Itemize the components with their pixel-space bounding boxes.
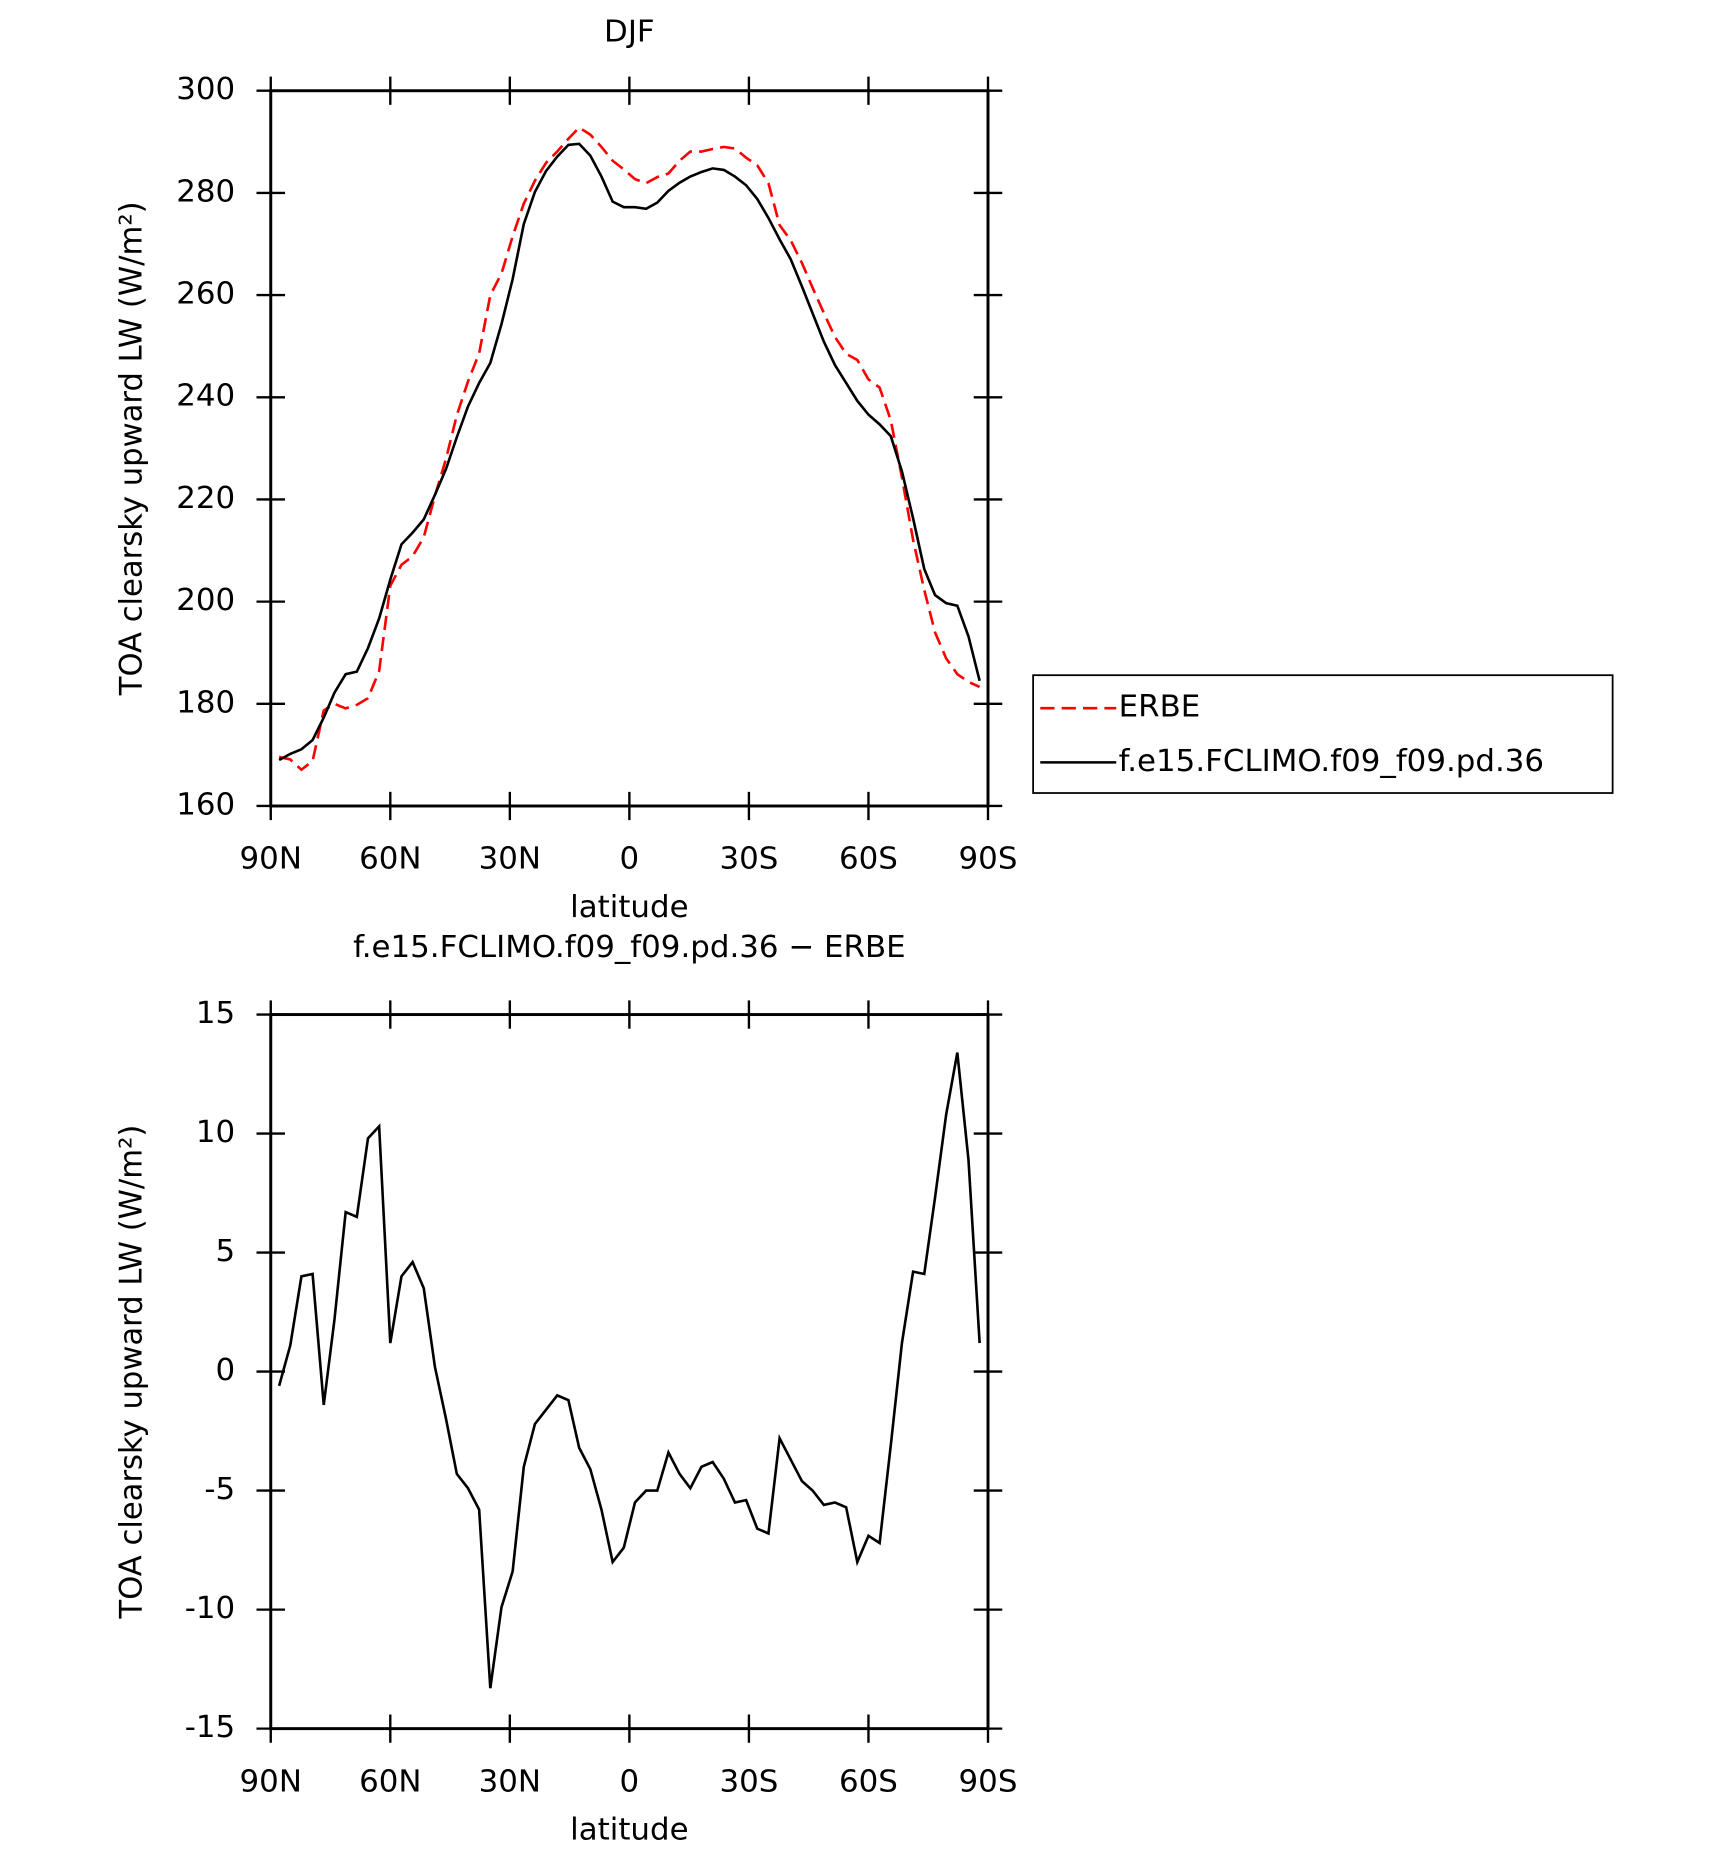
y-tick-label: 160 xyxy=(176,787,235,823)
x-tick-label: 30S xyxy=(719,1763,778,1799)
legend-label: ERBE xyxy=(1119,689,1201,725)
x-tick-label: 0 xyxy=(620,841,640,877)
x-tick-label: 90S xyxy=(959,841,1018,877)
x-tick-label: 60S xyxy=(839,841,898,877)
y-tick-label: 10 xyxy=(196,1114,235,1150)
y-tick-label: 280 xyxy=(176,173,235,209)
legend-label: f.e15.FCLIMO.f09_f09.pd.36 xyxy=(1119,743,1544,779)
plot-frame xyxy=(269,1013,990,1731)
x-tick-label: 30N xyxy=(479,841,541,877)
y-tick-label: 220 xyxy=(176,480,235,516)
x-tick-label: 60N xyxy=(359,841,421,877)
x-tick-label: 30S xyxy=(719,841,778,877)
x-tick-label: 90N xyxy=(240,1763,302,1799)
y-tick-label: 260 xyxy=(176,276,235,312)
y-axis-label: TOA clearsky upward LW (W/m²) xyxy=(113,1125,149,1620)
y-tick-label: -5 xyxy=(204,1471,235,1507)
y-tick-label: 15 xyxy=(196,995,235,1031)
y-tick-label: -15 xyxy=(185,1709,235,1745)
x-tick-label: 90S xyxy=(959,1763,1018,1799)
chart-title: f.e15.FCLIMO.f09_f09.pd.36 − ERBE xyxy=(353,929,906,965)
data-line xyxy=(278,142,981,762)
y-tick-label: -10 xyxy=(185,1590,235,1626)
x-axis-label: latitude xyxy=(570,1812,688,1848)
x-tick-label: 0 xyxy=(620,1763,640,1799)
x-tick-label: 30N xyxy=(479,1763,541,1799)
x-tick-label: 90N xyxy=(240,841,302,877)
x-axis-label: latitude xyxy=(570,889,688,925)
y-tick-label: 240 xyxy=(176,378,235,414)
data-line xyxy=(278,125,981,772)
y-tick-label: 200 xyxy=(176,582,235,618)
y-tick-label: 5 xyxy=(215,1233,235,1269)
x-tick-label: 60S xyxy=(839,1763,898,1799)
data-line xyxy=(277,1052,981,1689)
x-tick-label: 60N xyxy=(359,1763,421,1799)
y-axis-label: TOA clearsky upward LW (W/m²) xyxy=(113,201,149,696)
y-tick-label: 180 xyxy=(176,684,235,720)
y-tick-label: 0 xyxy=(215,1352,235,1388)
y-tick-label: 300 xyxy=(176,71,235,107)
legend-box xyxy=(1032,674,1614,794)
chart-title: DJF xyxy=(604,14,655,50)
plot-frame xyxy=(269,89,990,808)
